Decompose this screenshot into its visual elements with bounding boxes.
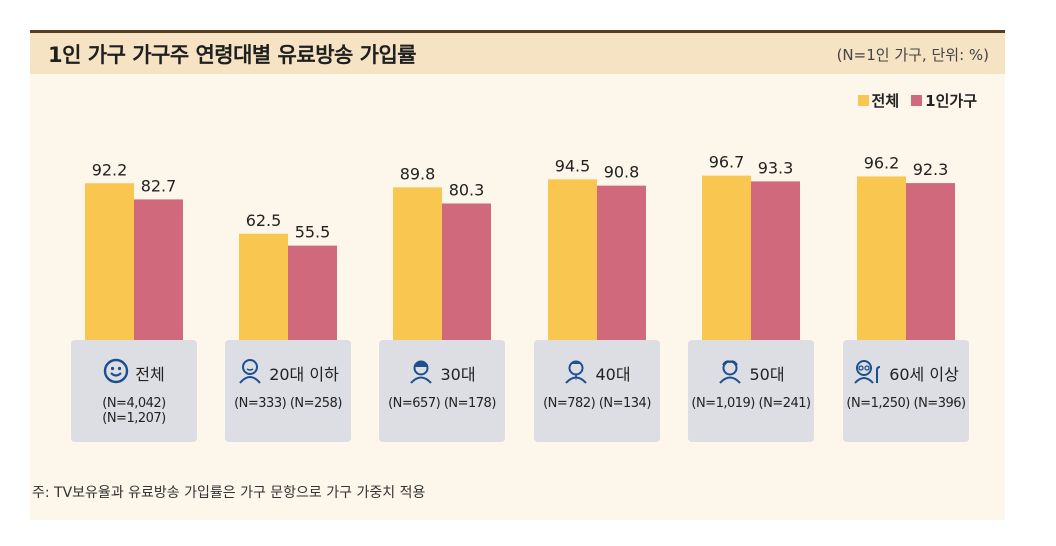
sample-size-single: (N=258) xyxy=(289,396,343,411)
data-label-total-5: 96.2 xyxy=(864,153,900,172)
data-label-total-4: 96.7 xyxy=(709,153,745,172)
group-sample-sizes: (N=1,019) (N=241) xyxy=(688,396,814,411)
chart-title: 1인 가구 가구주 연령대별 유료방송 가입률 xyxy=(48,43,417,67)
data-label-single-4: 93.3 xyxy=(758,158,794,177)
sample-size-total: (N=1,250) xyxy=(846,396,910,411)
data-label-total-3: 94.5 xyxy=(555,156,591,175)
legend-swatch-single xyxy=(911,95,923,106)
young-person-icon xyxy=(237,358,263,388)
bar-chart: 92.2 82.7 62.5 55.5 89.8 80.3 94.5 90.8 96.7 93.3… xyxy=(85,153,955,340)
bar-single-4 xyxy=(751,181,800,340)
unit-note: (N=1인 가구, 단위: %) xyxy=(836,46,989,64)
group-label-box: 전체 (N=4,042) (N=1,207) xyxy=(71,340,197,442)
group-label-box: 30대 (N=657) (N=178) xyxy=(379,340,505,442)
group-label-box: 50대 (N=1,019) (N=241) xyxy=(688,340,814,442)
group-heading: 60세 이상 xyxy=(843,358,969,388)
smiley-face-icon xyxy=(103,358,129,388)
sample-size-total: (N=782) xyxy=(543,396,596,411)
bar-total-2 xyxy=(393,187,442,340)
data-label-single-3: 90.8 xyxy=(604,163,640,182)
sample-size-single: (N=241) xyxy=(758,396,812,411)
bar-total-0 xyxy=(85,183,134,340)
legend-item-single: 1인가구 xyxy=(911,90,977,111)
bar-total-3 xyxy=(548,179,597,340)
sample-size-single: (N=396) xyxy=(913,396,967,411)
sample-size-single: (N=1,207) xyxy=(102,411,166,426)
sample-size-single: (N=134) xyxy=(598,396,652,411)
legend: 전체 1인가구 xyxy=(857,90,977,111)
group-name: 40대 xyxy=(595,365,631,384)
legend-swatch-total xyxy=(857,95,869,106)
group-sample-sizes: (N=4,042) (N=1,207) xyxy=(71,396,197,426)
legend-item-total: 전체 xyxy=(857,90,900,111)
group-name: 60세 이상 xyxy=(889,365,959,384)
sample-size-total: (N=657) xyxy=(388,396,441,411)
sample-size-total: (N=4,042) xyxy=(102,396,166,411)
data-label-single-0: 82.7 xyxy=(141,176,177,195)
data-label-single-1: 55.5 xyxy=(295,223,331,242)
group-heading: 30대 xyxy=(379,358,505,388)
group-sample-sizes: (N=782) (N=134) xyxy=(534,396,660,411)
data-label-total-1: 62.5 xyxy=(246,211,282,230)
fifties-person-icon xyxy=(717,358,743,388)
bar-total-5 xyxy=(857,176,906,340)
legend-label-total: 전체 xyxy=(871,92,900,110)
thirties-person-icon xyxy=(408,358,434,388)
bar-single-3 xyxy=(597,185,646,340)
group-sample-sizes: (N=333) (N=258) xyxy=(225,396,351,411)
group-label-box: 40대 (N=782) (N=134) xyxy=(534,340,660,442)
group-heading: 20대 이하 xyxy=(225,358,351,388)
group-label-box: 60세 이상 (N=1,250) (N=396) xyxy=(843,340,969,442)
bar-single-1 xyxy=(288,245,337,340)
group-sample-sizes: (N=657) (N=178) xyxy=(379,396,505,411)
group-name: 50대 xyxy=(749,365,785,384)
bar-total-4 xyxy=(702,175,751,340)
sample-size-total: (N=333) xyxy=(234,396,287,411)
title-bar: 1인 가구 가구주 연령대별 유료방송 가입률 (N=1인 가구, 단위: %) xyxy=(30,30,1005,74)
forties-person-icon xyxy=(563,358,589,388)
bar-single-0 xyxy=(134,199,183,340)
group-heading: 40대 xyxy=(534,358,660,388)
elderly-person-icon xyxy=(853,358,883,388)
sample-size-total: (N=1,019) xyxy=(691,396,755,411)
group-name: 30대 xyxy=(440,365,476,384)
group-heading: 50대 xyxy=(688,358,814,388)
group-heading: 전체 xyxy=(71,358,197,388)
data-label-total-0: 92.2 xyxy=(92,160,128,179)
group-name: 전체 xyxy=(135,365,165,384)
bar-single-2 xyxy=(442,203,491,340)
legend-label-single: 1인가구 xyxy=(925,92,977,110)
bar-single-5 xyxy=(906,183,955,340)
group-name: 20대 이하 xyxy=(269,365,339,384)
data-label-single-2: 80.3 xyxy=(449,180,485,199)
footnote: 주: TV보유율과 유료방송 가입률은 가구 문항으로 가구 가중치 적용 xyxy=(32,485,426,501)
group-sample-sizes: (N=1,250) (N=396) xyxy=(843,396,969,411)
bar-total-1 xyxy=(239,233,288,340)
sample-size-single: (N=178) xyxy=(443,396,497,411)
data-label-single-5: 92.3 xyxy=(913,160,949,179)
group-label-box: 20대 이하 (N=333) (N=258) xyxy=(225,340,351,442)
chart-panel: 1인 가구 가구주 연령대별 유료방송 가입률 (N=1인 가구, 단위: %)… xyxy=(30,30,1005,520)
data-label-total-2: 89.8 xyxy=(400,164,436,183)
